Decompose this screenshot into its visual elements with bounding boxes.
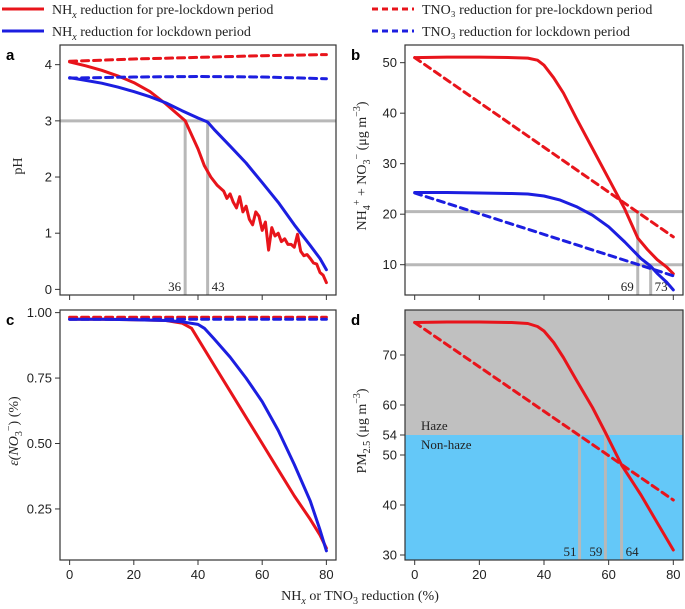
panel-b-y-tick-label: 50 <box>383 55 397 70</box>
panel-c-x-tick-label: 20 <box>127 567 141 582</box>
panel-d-y-tick-label: 60 <box>383 398 397 413</box>
panel-b-y-tick-label: 40 <box>383 106 397 121</box>
panel-letter-b: b <box>351 47 360 64</box>
panel-d-y-tick-label: 54 <box>383 428 397 443</box>
panel-d-zone-non-haze <box>405 435 683 560</box>
panel-a-series-nhx-pre <box>68 60 328 285</box>
panel-c-x-tick-label: 0 <box>66 567 73 582</box>
panel-letter-d: d <box>351 312 360 329</box>
panel-d-zone-label-haze: Haze <box>421 418 448 433</box>
panel-c-y-tick-label: 0.75 <box>27 371 52 386</box>
panel-c-series-nhx-pre <box>68 317 328 550</box>
panel-d-annotation: 64 <box>626 544 640 559</box>
panel-a-y-tick-label: 3 <box>45 113 52 128</box>
panel-a-annotation: 43 <box>212 279 225 294</box>
panel-d-y-label: PM2.5 (μg m−3) <box>352 388 373 473</box>
panel-a-y-tick-label: 4 <box>45 57 52 72</box>
panel-d-x-tick-label: 20 <box>472 567 486 582</box>
panels: 36 43 0 1 2 3 4 69 73 10 20 30 40 50 0 20 40 60 80 0.25 0.50… <box>27 44 684 582</box>
panel-b-series-nhx-pre <box>413 55 675 276</box>
legend-label-nhx-pre: NHx reduction for pre-lockdown period <box>52 3 273 21</box>
panel-letter-a: a <box>6 47 15 64</box>
panel-c-frame <box>59 309 337 561</box>
panel-d-x-tick-label: 80 <box>666 567 680 582</box>
panel-d-zone-haze <box>405 310 683 435</box>
panel-d-y-tick-label: 50 <box>383 448 397 463</box>
panel-d-x-tick-label: 0 <box>411 567 418 582</box>
panel-c: 0 20 40 60 80 0.25 0.50 0.75 1.00 <box>27 305 337 582</box>
panel-a-annotation: 36 <box>168 279 182 294</box>
panel-c-y-tick-label: 0.25 <box>27 501 52 516</box>
panel-c-y-label: ε(NO3−) (%) <box>4 396 25 466</box>
panel-a-y-tick-label: 1 <box>45 226 52 241</box>
panel-a-y-tick-label: 0 <box>45 282 52 297</box>
panel-c-y-tick-label: 1.00 <box>27 305 52 320</box>
panel-b-y-tick-label: 30 <box>383 156 397 171</box>
panel-b-series-nhx-lock <box>413 191 675 292</box>
legend-label-nhx-lock: NHx reduction for lockdown period <box>52 25 251 43</box>
x-axis-label: NHx or TNO3 reduction (%) <box>281 589 439 607</box>
panel-b-y-tick-label: 10 <box>383 257 397 272</box>
panel-d: Haze Non-haze 51 59 64 0 20 40 60 80 30 40 50 54 60 70 <box>383 309 684 582</box>
legend-label-tno3-pre: TNO₃ reduction for pre-lockdown period <box>422 3 652 18</box>
panel-c-y-tick-label: 0.50 <box>27 436 52 451</box>
panel-letter-c: c <box>6 312 14 329</box>
panel-b-annotation: 73 <box>655 279 668 294</box>
panel-b-series-tno3-pre <box>413 56 675 239</box>
panel-d-series-nhx-pre <box>413 320 675 552</box>
panel-b-y-tick-label: 20 <box>383 207 397 222</box>
panel-c-x-tick-label: 60 <box>255 567 269 582</box>
legend-label-tno3-lock: TNO₃ reduction for lockdown period <box>422 25 630 40</box>
panel-d-y-tick-label: 40 <box>383 498 397 513</box>
panel-d-y-tick-label: 70 <box>383 348 397 363</box>
panel-b-series-tno3-lock <box>413 191 675 278</box>
panel-d-zone-label-nonhaze: Non-haze <box>421 437 472 452</box>
panel-c-series-nhx-lock <box>68 317 328 553</box>
panel-b-annotation: 69 <box>621 279 634 294</box>
panel-a: 36 43 0 1 2 3 4 <box>45 44 337 300</box>
panel-a-y-tick-label: 2 <box>45 170 52 185</box>
panel-b-y-label: NH4+ + NO3− (μg m−3) <box>352 101 373 230</box>
panel-a-series-nhx-lock <box>68 76 328 272</box>
panel-d-annotation: 51 <box>564 544 577 559</box>
legend: NHx reduction for pre-lockdown period NH… <box>2 3 652 43</box>
panel-d-x-tick-label: 60 <box>601 567 615 582</box>
panel-c-x-tick-label: 40 <box>191 567 205 582</box>
panel-a-series-tno3-pre <box>68 53 328 63</box>
panel-d-annotation: 59 <box>589 544 602 559</box>
panel-a-y-label: pH <box>11 157 26 174</box>
panel-c-x-tick-label: 80 <box>319 567 333 582</box>
panel-a-series-tno3-lock <box>68 75 328 81</box>
panel-b: 69 73 10 20 30 40 50 <box>383 44 684 300</box>
panel-d-series-tno3-pre <box>413 321 675 502</box>
panel-d-y-tick-label: 30 <box>383 548 397 563</box>
panel-d-x-tick-label: 40 <box>537 567 551 582</box>
